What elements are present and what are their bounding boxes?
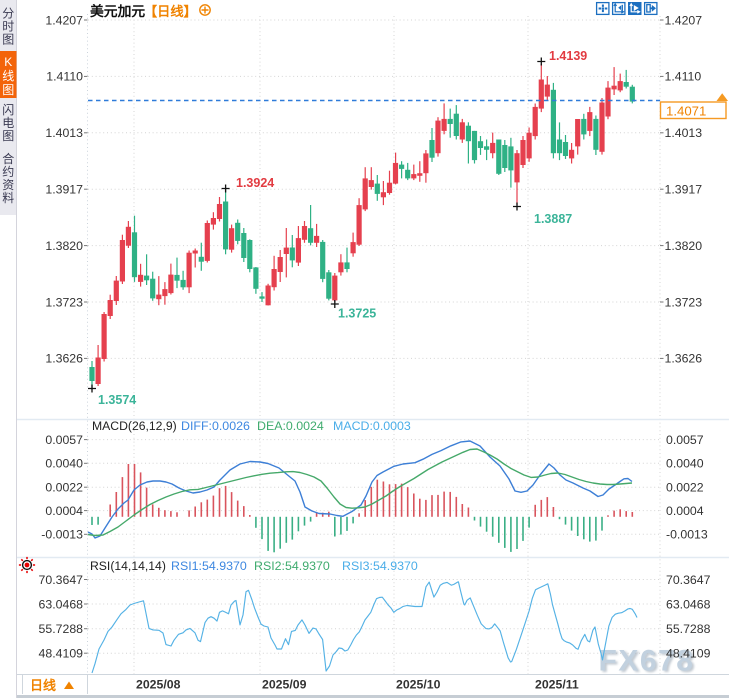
svg-text:1.3626: 1.3626 <box>665 352 703 366</box>
svg-text:K: K <box>4 55 12 69</box>
svg-text:2025/08: 2025/08 <box>136 678 181 692</box>
svg-text:合: 合 <box>2 151 14 166</box>
svg-text:RSI2:54.9370: RSI2:54.9370 <box>254 559 330 573</box>
svg-text:FX678: FX678 <box>601 646 697 679</box>
svg-text:1.3725: 1.3725 <box>338 307 376 321</box>
svg-text:线: 线 <box>2 69 14 83</box>
svg-text:1.3723: 1.3723 <box>665 295 703 309</box>
svg-text:1.4207: 1.4207 <box>665 13 703 27</box>
svg-text:1.3574: 1.3574 <box>98 393 136 407</box>
svg-text:1.3887: 1.3887 <box>534 212 572 226</box>
svg-text:55.7288: 55.7288 <box>666 622 711 636</box>
svg-text:1.4110: 1.4110 <box>46 70 83 84</box>
svg-text:48.4109: 48.4109 <box>39 647 84 661</box>
svg-text:分: 分 <box>2 7 14 21</box>
svg-text:0.0004: 0.0004 <box>666 504 704 518</box>
svg-text:RSI(14,14,14): RSI(14,14,14) <box>90 559 166 573</box>
svg-text:DEA:0.0024: DEA:0.0024 <box>257 419 324 433</box>
svg-text:图: 图 <box>2 129 14 143</box>
svg-text:MACD:0.0003: MACD:0.0003 <box>333 419 411 433</box>
svg-text:1.4139: 1.4139 <box>549 49 587 63</box>
svg-text:1.3820: 1.3820 <box>665 239 703 253</box>
svg-text:0.0040: 0.0040 <box>45 457 83 471</box>
svg-text:48.4109: 48.4109 <box>666 647 711 661</box>
svg-text:MACD(26,12,9): MACD(26,12,9) <box>92 419 177 433</box>
svg-text:图: 图 <box>2 83 14 97</box>
svg-text:RSI1:54.9370: RSI1:54.9370 <box>171 559 247 573</box>
svg-text:RSI3:54.9370: RSI3:54.9370 <box>342 559 418 573</box>
svg-text:1.3723: 1.3723 <box>45 295 83 309</box>
svg-text:0.0022: 0.0022 <box>45 481 83 495</box>
svg-text:料: 料 <box>2 191 14 205</box>
svg-text:1.3917: 1.3917 <box>665 183 703 197</box>
svg-text:1.4013: 1.4013 <box>45 126 83 140</box>
svg-text:日线: 日线 <box>30 678 56 693</box>
svg-text:时: 时 <box>2 20 14 34</box>
svg-text:1.4207: 1.4207 <box>45 13 83 27</box>
svg-text:图: 图 <box>2 33 14 47</box>
svg-text:约: 约 <box>2 164 14 179</box>
svg-text:1.4013: 1.4013 <box>665 126 703 140</box>
svg-text:-0.0013: -0.0013 <box>666 528 708 542</box>
svg-text:0.0022: 0.0022 <box>666 481 704 495</box>
svg-text:1.4110: 1.4110 <box>665 70 702 84</box>
svg-text:70.3647: 70.3647 <box>39 573 84 587</box>
svg-text:资: 资 <box>2 178 14 192</box>
svg-text:1.3820: 1.3820 <box>45 239 83 253</box>
svg-text:63.0468: 63.0468 <box>666 597 711 611</box>
svg-text:DIFF:0.0026: DIFF:0.0026 <box>181 419 250 433</box>
svg-text:0.0057: 0.0057 <box>45 433 83 447</box>
svg-text:0.0057: 0.0057 <box>666 433 704 447</box>
svg-text:0.0040: 0.0040 <box>666 457 704 471</box>
svg-text:1.3917: 1.3917 <box>45 183 83 197</box>
svg-text:55.7288: 55.7288 <box>39 622 84 636</box>
svg-text:美元加元: 美元加元 <box>90 3 145 19</box>
svg-text:电: 电 <box>2 116 14 130</box>
svg-text:【日线】: 【日线】 <box>144 3 197 19</box>
svg-text:1.3924: 1.3924 <box>236 176 274 190</box>
svg-text:63.0468: 63.0468 <box>39 597 84 611</box>
svg-text:闪: 闪 <box>2 103 14 117</box>
svg-text:1.4071: 1.4071 <box>666 103 706 118</box>
svg-text:2025/10: 2025/10 <box>396 678 441 692</box>
svg-text:1.3626: 1.3626 <box>45 352 83 366</box>
svg-text:FX678: FX678 <box>599 645 695 678</box>
svg-text:-0.0013: -0.0013 <box>41 528 83 542</box>
svg-text:0.0004: 0.0004 <box>45 504 83 518</box>
svg-text:2025/09: 2025/09 <box>262 678 307 692</box>
svg-text:2025/11: 2025/11 <box>535 678 579 692</box>
svg-text:70.3647: 70.3647 <box>666 573 711 587</box>
